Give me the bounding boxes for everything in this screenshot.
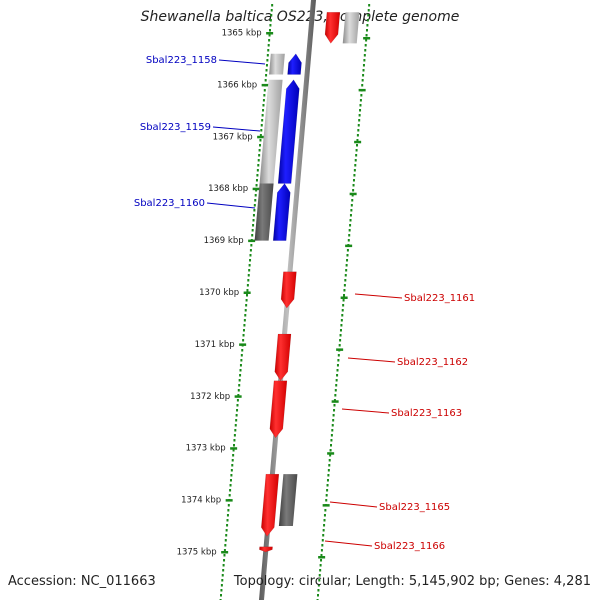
- gene-label-leader: [206, 202, 256, 209]
- homolog-block-top[interactable]: [342, 12, 360, 44]
- ruler-tick-left: [257, 135, 265, 139]
- ruler-tick-label: 1374 kbp: [181, 496, 221, 506]
- ruler-tick-label: 1369 kbp: [204, 236, 244, 246]
- gene-arrow-sbal223-1160[interactable]: [272, 183, 291, 241]
- genome-summary-text: Topology: circular; Length: 5,145,902 bp…: [233, 574, 591, 589]
- homolog-block-sbal223-1165[interactable]: [278, 474, 298, 527]
- gene-label-sbal223-1161[interactable]: Sbal223_1161: [404, 293, 475, 304]
- gene-label-leader: [218, 59, 266, 65]
- ruler-tick-label: 1370 kbp: [199, 288, 239, 298]
- gene-label-leader: [347, 357, 396, 363]
- homolog-block-sbal223-1159[interactable]: [259, 79, 283, 184]
- gene-label-leader: [324, 540, 373, 547]
- gene-label-leader: [212, 126, 261, 132]
- homolog-block-sbal223-1160[interactable]: [254, 183, 274, 241]
- ruler-tick-right: [331, 400, 339, 403]
- ruler-tick-label: 1371 kbp: [195, 340, 235, 350]
- ruler-tick-right: [336, 348, 344, 351]
- gene-label-sbal223-1165[interactable]: Sbal223_1165: [379, 502, 450, 513]
- ruler-tick-label: 1375 kbp: [177, 548, 217, 558]
- ruler-tick-label: 1367 kbp: [213, 132, 253, 142]
- ruler-tick-right: [318, 556, 326, 559]
- genome-title: Shewanella baltica OS223, complete genom…: [140, 9, 460, 25]
- ruler-tick-left: [230, 447, 238, 450]
- ruler-tick-right: [349, 192, 357, 196]
- ruler-tick-label: 1365 kbp: [222, 29, 262, 39]
- gene-arrow-sbal223-1158[interactable]: [287, 53, 302, 75]
- ruler-tick-left: [261, 83, 269, 87]
- gene-label-leader: [341, 408, 390, 414]
- gene-label-sbal223-1158[interactable]: Sbal223_1158: [146, 55, 217, 66]
- gene-arrow-sbal223-1163[interactable]: [269, 380, 288, 439]
- ruler-tick-right: [363, 37, 371, 40]
- gene-arrow-sbal223-1166[interactable]: [259, 546, 273, 553]
- ruler-tick-right: [358, 88, 366, 92]
- ruler: 1365 kbp 1366 kbp 1367 kbp 1368 kbp 1369 kbp…: [177, 29, 371, 559]
- homolog-block-sbal223-1158[interactable]: [269, 53, 285, 75]
- ruler-tick-left: [266, 32, 274, 35]
- gene-arrow-sbal223-1165[interactable]: [261, 473, 280, 537]
- ruler-tick-left: [248, 239, 256, 243]
- ruler-tick-right: [327, 452, 335, 455]
- ruler-tick-left: [221, 551, 229, 554]
- gene-arrow-sbal223-1159[interactable]: [277, 79, 300, 184]
- accession-text: Accession: NC_011663: [8, 574, 156, 589]
- gene-label-sbal223-1160[interactable]: Sbal223_1160: [134, 198, 205, 209]
- gene-label-leader: [329, 501, 378, 508]
- gene-label-sbal223-1166[interactable]: Sbal223_1166: [374, 541, 445, 552]
- ruler-tick-left: [225, 499, 233, 502]
- ruler-tick-left: [239, 343, 247, 346]
- gene-arrow-sbal223-1162[interactable]: [274, 333, 292, 382]
- ruler-tick-left: [252, 187, 260, 191]
- gene-label-sbal223-1162[interactable]: Sbal223_1162: [397, 357, 468, 368]
- gene-arrow-sbal223-1161[interactable]: [280, 271, 297, 309]
- ruler-tick-label: 1366 kbp: [217, 80, 257, 90]
- ruler-tick-right: [354, 140, 362, 144]
- gene-label-leader: [354, 293, 403, 299]
- gene-arrow-top[interactable]: [324, 11, 341, 44]
- gene-track[interactable]: [254, 11, 360, 553]
- ruler-tick-label: 1368 kbp: [208, 184, 248, 194]
- ruler-tick-right: [322, 504, 330, 507]
- ruler-tick-left: [234, 395, 242, 398]
- gene-label-sbal223-1159[interactable]: Sbal223_1159: [140, 122, 211, 133]
- ruler-tick-label: 1373 kbp: [186, 444, 226, 454]
- ruler-tick-label: 1372 kbp: [190, 392, 230, 402]
- ruler-tick-right: [345, 244, 353, 248]
- gene-label-sbal223-1163[interactable]: Sbal223_1163: [391, 408, 462, 419]
- ruler-tick-right: [340, 296, 348, 299]
- gene-labels[interactable]: Sbal223_1158 Sbal223_1159 Sbal223_1160 Sbal…: [134, 55, 475, 552]
- ruler-tick-left: [243, 291, 251, 294]
